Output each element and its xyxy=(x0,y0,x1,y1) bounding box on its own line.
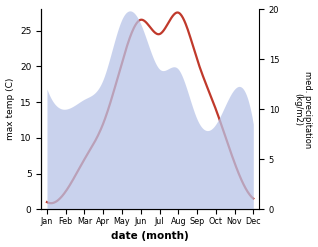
X-axis label: date (month): date (month) xyxy=(111,231,189,242)
Y-axis label: max temp (C): max temp (C) xyxy=(5,78,15,140)
Y-axis label: med. precipitation
(kg/m2): med. precipitation (kg/m2) xyxy=(293,71,313,148)
